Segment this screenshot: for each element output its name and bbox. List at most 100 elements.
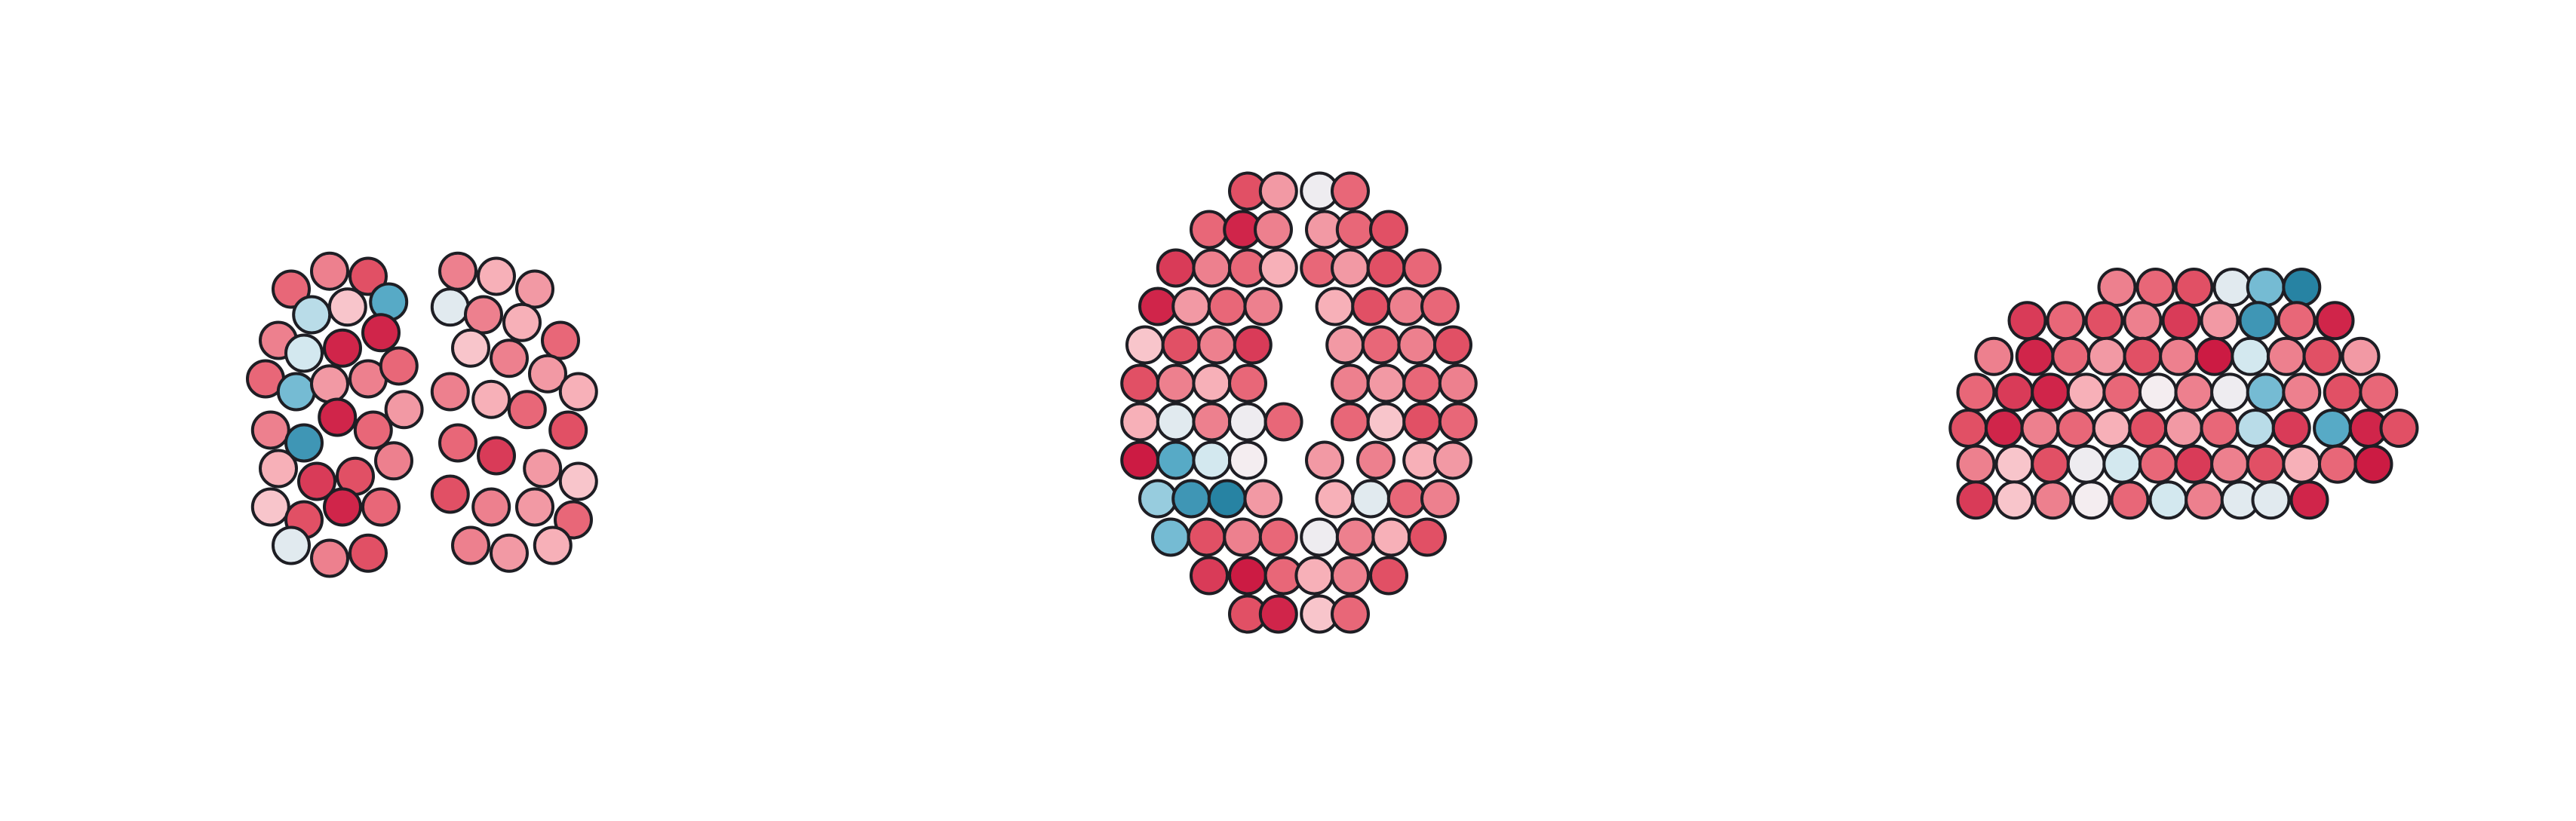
node bbox=[2379, 409, 2419, 448]
node bbox=[2323, 372, 2363, 412]
node bbox=[507, 390, 547, 430]
node bbox=[284, 333, 324, 373]
node bbox=[1258, 517, 1298, 557]
view bbox=[1120, 171, 1478, 634]
node bbox=[1331, 594, 1370, 634]
node bbox=[2046, 301, 2086, 341]
node bbox=[2266, 336, 2306, 376]
node bbox=[361, 313, 401, 353]
node bbox=[1171, 286, 1211, 326]
node bbox=[2317, 444, 2357, 484]
node bbox=[2138, 372, 2178, 412]
node bbox=[2138, 444, 2178, 484]
node bbox=[477, 256, 516, 296]
node bbox=[1331, 402, 1370, 442]
node bbox=[471, 487, 511, 527]
node bbox=[1156, 440, 1196, 480]
node bbox=[1956, 372, 1996, 412]
node bbox=[2341, 336, 2381, 376]
node bbox=[2174, 268, 2214, 307]
node bbox=[1197, 325, 1237, 365]
node bbox=[1294, 556, 1334, 596]
view bbox=[246, 251, 598, 578]
node bbox=[477, 436, 516, 476]
node bbox=[1402, 248, 1442, 288]
node bbox=[1402, 402, 1442, 442]
node bbox=[1300, 517, 1340, 557]
node bbox=[1438, 363, 1478, 403]
node bbox=[2251, 480, 2291, 520]
node bbox=[1228, 402, 1267, 442]
node bbox=[1156, 363, 1196, 403]
node bbox=[2200, 301, 2240, 341]
node bbox=[323, 328, 362, 368]
node bbox=[1408, 517, 1447, 557]
node bbox=[1994, 372, 2034, 412]
node bbox=[2102, 444, 2142, 484]
node bbox=[1948, 409, 1988, 448]
node bbox=[1258, 171, 1298, 211]
node bbox=[1243, 286, 1283, 326]
node bbox=[502, 302, 542, 342]
node bbox=[1335, 210, 1375, 250]
node bbox=[2135, 268, 2175, 307]
node bbox=[2315, 301, 2355, 341]
node bbox=[250, 410, 290, 450]
node bbox=[1120, 402, 1160, 442]
node bbox=[1207, 479, 1247, 519]
node bbox=[2033, 480, 2073, 520]
node bbox=[2031, 372, 2071, 412]
node bbox=[1335, 517, 1375, 557]
node bbox=[1228, 440, 1267, 480]
node bbox=[1351, 479, 1391, 519]
node bbox=[1192, 402, 1232, 442]
node bbox=[515, 487, 554, 527]
node bbox=[451, 525, 490, 565]
node bbox=[2148, 480, 2188, 520]
node bbox=[1366, 248, 1406, 288]
node bbox=[2020, 409, 2060, 448]
node bbox=[471, 379, 511, 419]
node bbox=[1254, 210, 1293, 250]
node bbox=[2123, 336, 2163, 376]
node bbox=[323, 487, 362, 527]
node bbox=[1190, 556, 1229, 596]
node bbox=[1420, 479, 1460, 519]
node bbox=[374, 441, 413, 481]
node bbox=[1420, 286, 1460, 326]
node bbox=[1369, 210, 1408, 250]
node bbox=[1956, 480, 1996, 520]
node bbox=[430, 287, 470, 327]
node bbox=[558, 461, 598, 501]
node bbox=[1351, 286, 1391, 326]
node bbox=[2086, 336, 2126, 376]
node bbox=[1156, 402, 1196, 442]
node bbox=[558, 372, 598, 412]
node bbox=[2185, 480, 2224, 520]
node bbox=[1371, 517, 1411, 557]
node bbox=[250, 487, 290, 527]
node bbox=[310, 538, 349, 578]
node bbox=[1171, 479, 1211, 519]
node bbox=[451, 328, 490, 368]
node bbox=[1366, 402, 1406, 442]
node bbox=[1433, 325, 1472, 365]
node bbox=[327, 287, 367, 327]
node bbox=[1994, 444, 2034, 484]
node bbox=[2210, 444, 2250, 484]
node bbox=[1315, 286, 1355, 326]
node bbox=[1228, 556, 1267, 596]
node bbox=[259, 449, 298, 489]
node bbox=[554, 500, 593, 540]
node bbox=[1433, 440, 1472, 480]
node bbox=[490, 533, 529, 573]
node bbox=[1402, 363, 1442, 403]
node bbox=[2174, 372, 2214, 412]
node bbox=[2200, 409, 2240, 448]
node bbox=[2246, 372, 2286, 412]
node bbox=[1120, 363, 1160, 403]
node bbox=[2015, 336, 2055, 376]
node bbox=[2246, 444, 2286, 484]
node bbox=[1315, 479, 1355, 519]
